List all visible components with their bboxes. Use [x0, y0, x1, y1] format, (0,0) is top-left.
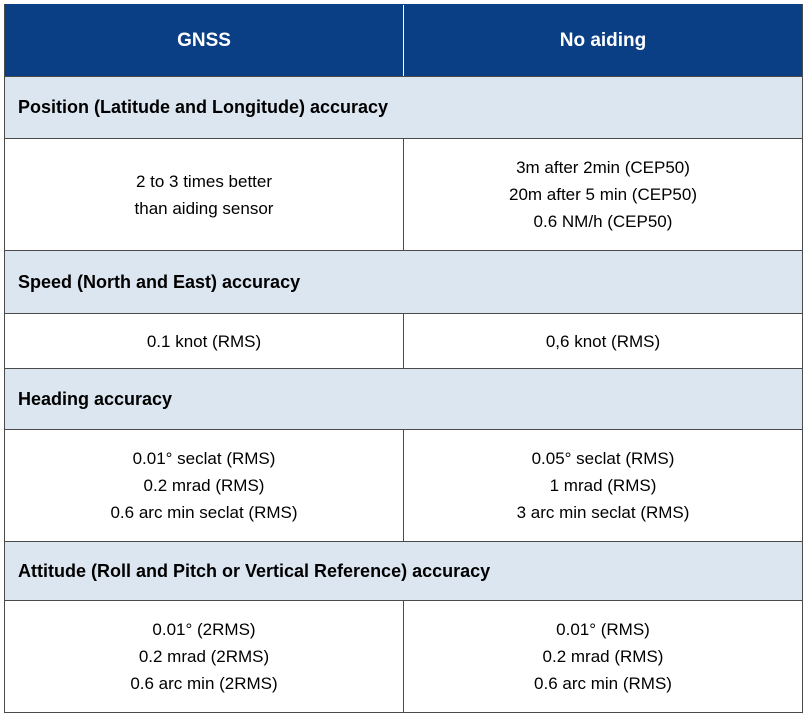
cell-speed-gnss: 0.1 knot (RMS)	[5, 314, 403, 368]
cell-line: 20m after 5 min (CEP50)	[508, 185, 697, 204]
cell-heading-no-aiding: 0.05° seclat (RMS) 1 mrad (RMS) 3 arc mi…	[403, 430, 802, 541]
cell-line: 0,6 knot (RMS)	[545, 331, 661, 351]
cell-line: 0.6 NM/h (CEP50)	[533, 212, 673, 231]
cell-line: 0.6 arc min (RMS)	[534, 674, 672, 693]
table-row-position: 2 to 3 times better than aiding sensor 3…	[5, 138, 802, 250]
cell-attitude-no-aiding: 0.01° (RMS) 0.2 mrad (RMS) 0.6 arc min (…	[403, 601, 802, 712]
table-header-row: GNSS No aiding	[5, 4, 802, 76]
cell-line: 0.05° seclat (RMS)	[531, 449, 675, 468]
cell-speed-no-aiding: 0,6 knot (RMS)	[403, 314, 802, 368]
section-position-title: Position (Latitude and Longitude) accura…	[5, 76, 802, 138]
table-row-speed: 0.1 knot (RMS) 0,6 knot (RMS)	[5, 313, 802, 368]
cell-line: 0.6 arc min seclat (RMS)	[110, 503, 298, 522]
cell-line: 0.01° seclat (RMS)	[132, 449, 276, 468]
cell-line: 0.1 knot (RMS)	[146, 331, 262, 351]
accuracy-table: GNSS No aiding Position (Latitude and Lo…	[4, 4, 803, 713]
cell-line: 0.2 mrad (RMS)	[542, 647, 664, 666]
table-row-attitude: 0.01° (2RMS) 0.2 mrad (2RMS) 0.6 arc min…	[5, 600, 802, 712]
cell-line: 2 to 3 times better	[135, 171, 273, 191]
cell-line: 3m after 2min (CEP50)	[516, 158, 690, 177]
cell-position-no-aiding: 3m after 2min (CEP50) 20m after 5 min (C…	[403, 139, 802, 250]
cell-line: 0.01° (2RMS)	[152, 620, 256, 639]
header-no-aiding: No aiding	[403, 5, 802, 76]
cell-line: 1 mrad (RMS)	[549, 476, 657, 495]
cell-attitude-gnss: 0.01° (2RMS) 0.2 mrad (2RMS) 0.6 arc min…	[5, 601, 403, 712]
cell-line: 0.01° (RMS)	[556, 620, 650, 639]
cell-line: 0.2 mrad (2RMS)	[138, 647, 270, 666]
cell-line: 0.6 arc min (2RMS)	[130, 674, 278, 693]
cell-line: 3 arc min seclat (RMS)	[516, 503, 690, 522]
cell-heading-gnss: 0.01° seclat (RMS) 0.2 mrad (RMS) 0.6 ar…	[5, 430, 403, 541]
cell-position-gnss: 2 to 3 times better than aiding sensor	[5, 139, 403, 250]
header-gnss: GNSS	[177, 29, 231, 51]
section-attitude-title: Attitude (Roll and Pitch or Vertical Ref…	[5, 541, 802, 600]
cell-line: than aiding sensor	[134, 198, 274, 218]
table-row-heading: 0.01° seclat (RMS) 0.2 mrad (RMS) 0.6 ar…	[5, 429, 802, 541]
section-speed-title: Speed (North and East) accuracy	[5, 250, 802, 313]
cell-line: 0.2 mrad (RMS)	[143, 476, 265, 495]
section-heading-title: Heading accuracy	[5, 368, 802, 429]
